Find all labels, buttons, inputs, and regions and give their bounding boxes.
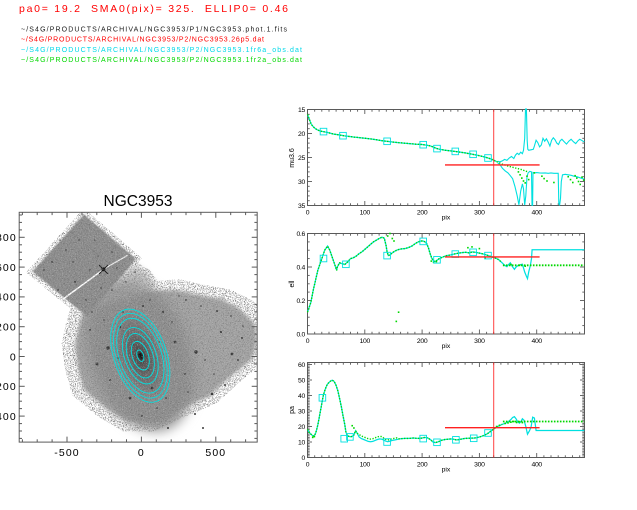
svg-text:-200: -200 [0,381,17,393]
svg-text:200: 200 [417,462,428,469]
svg-text:0: 0 [306,462,310,469]
svg-text:35: 35 [298,203,305,210]
svg-text:pa: pa [289,406,296,414]
svg-text:30: 30 [298,179,305,186]
svg-text:10: 10 [298,439,305,446]
svg-text:~/S4G/PRODUCTS/ARCHIVAL/NGC395: ~/S4G/PRODUCTS/ARCHIVAL/NGC3953/P2/NGC39… [21,47,302,54]
svg-text:mu3.6: mu3.6 [289,148,296,168]
svg-text:25: 25 [298,155,305,162]
svg-text:30: 30 [298,408,305,415]
svg-text:200: 200 [417,210,428,217]
svg-text:200: 200 [417,338,428,345]
svg-text:100: 100 [360,210,371,217]
svg-text:400: 400 [531,338,542,345]
svg-text:0: 0 [302,455,306,462]
svg-text:NGC3953: NGC3953 [104,193,173,210]
svg-text:0.4: 0.4 [296,264,305,271]
svg-text:0: 0 [306,210,310,217]
svg-text:pix: pix [442,215,451,222]
svg-text:0.0: 0.0 [296,331,305,338]
svg-text:20: 20 [298,131,305,138]
svg-text:400: 400 [531,210,542,217]
svg-text:ell: ell [289,280,296,287]
svg-text:-500: -500 [54,447,79,459]
svg-text:300: 300 [474,462,485,469]
svg-text:500: 500 [205,447,226,459]
svg-text:300: 300 [474,210,485,217]
svg-text:50: 50 [298,377,305,384]
svg-text:20: 20 [298,424,305,431]
svg-text:100: 100 [360,338,371,345]
svg-text:200: 200 [0,322,17,334]
svg-text:400: 400 [0,292,17,304]
svg-text:pix: pix [442,343,451,350]
svg-text:100: 100 [360,462,371,469]
svg-text:~/S4G/PRODUCTS/ARCHIVAL/NGC395: ~/S4G/PRODUCTS/ARCHIVAL/NGC3953/P2/NGC39… [21,37,264,44]
svg-text:800: 800 [0,232,17,244]
svg-text:-400: -400 [0,411,17,423]
svg-text:0.2: 0.2 [296,298,305,305]
svg-text:400: 400 [531,462,542,469]
svg-text:~/S4G/PRODUCTS/ARCHIVAL/NGC395: ~/S4G/PRODUCTS/ARCHIVAL/NGC3953/P2/NGC39… [21,57,302,64]
svg-text:0.6: 0.6 [296,231,305,238]
svg-text:~/S4G/PRODUCTS/ARCHIVAL/NGC395: ~/S4G/PRODUCTS/ARCHIVAL/NGC3953/P1/NGC39… [21,27,288,34]
svg-text:600: 600 [0,262,17,274]
svg-text:0: 0 [138,447,145,459]
svg-text:300: 300 [474,338,485,345]
svg-text:60: 60 [298,362,305,369]
svg-text:0: 0 [10,351,17,363]
svg-text:40: 40 [298,393,305,400]
svg-text:pix: pix [442,467,451,474]
svg-text:0: 0 [306,338,310,345]
svg-text:pa0= 19.2 SMA0(pix)= 325. EL: pa0= 19.2 SMA0(pix)= 325. ELLIP0= 0.46 [19,3,288,15]
svg-text:15: 15 [298,107,305,114]
